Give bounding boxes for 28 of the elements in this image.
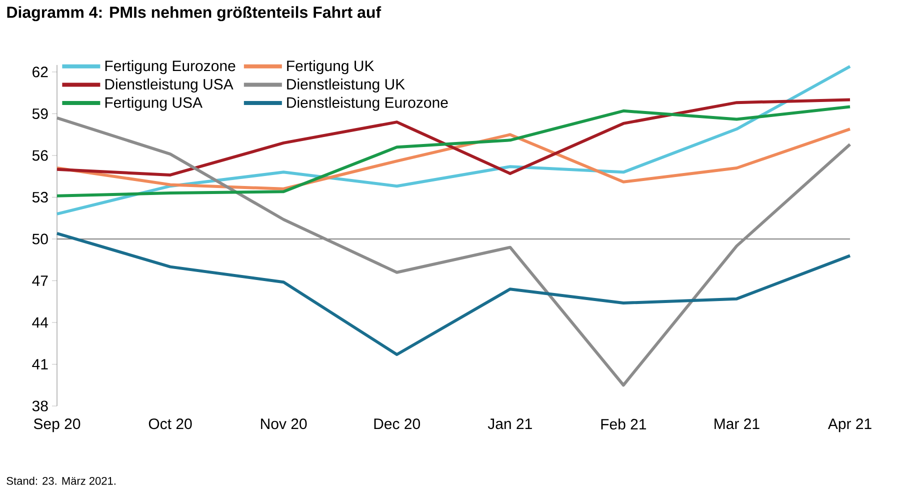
- x-tick-label: Sep 20: [34, 418, 80, 432]
- y-tick-label: 44: [32, 317, 48, 328]
- text: Stand: 23. März 2021.: [6, 476, 116, 485]
- legend-label: Dienstleistung UK: [287, 78, 405, 93]
- legend-label: Dienstleistung Eurozone: [287, 96, 448, 111]
- x-tick-label: Nov 20: [261, 418, 307, 430]
- x-tick-label: Jan 21: [488, 418, 532, 430]
- y-tick-label: 59: [32, 108, 48, 120]
- y-tick-label: 38: [32, 400, 48, 412]
- legend-label: Dienstleistung USA: [105, 78, 234, 93]
- line-series: [56, 232, 852, 356]
- legend-label: Fertigung UK: [287, 60, 374, 74]
- x-tick-label: Feb 21: [601, 418, 646, 430]
- line-series: [56, 98, 852, 176]
- x-tick-label: Mar 21: [714, 418, 760, 430]
- x-tick-label: Dec 20: [374, 418, 420, 430]
- line-series: [56, 116, 852, 387]
- y-tick-label: 62: [32, 66, 48, 78]
- y-tick-label: 47: [32, 276, 48, 286]
- legend-label: Fertigung Eurozone: [105, 60, 236, 74]
- chart-title: Diagramm 4: PMIs nehmen größtenteils Fahrt auf: [7, 6, 382, 22]
- y-tick-label: 50: [32, 234, 48, 244]
- x-tick-label: Oct 20: [148, 418, 192, 430]
- y-tick-label: 56: [32, 150, 48, 161]
- x-tick-label: Apr 21: [828, 418, 872, 432]
- y-tick-label: 53: [32, 192, 48, 203]
- legend-label: Fertigung USA: [105, 96, 202, 111]
- y-tick-label: 41: [32, 359, 48, 370]
